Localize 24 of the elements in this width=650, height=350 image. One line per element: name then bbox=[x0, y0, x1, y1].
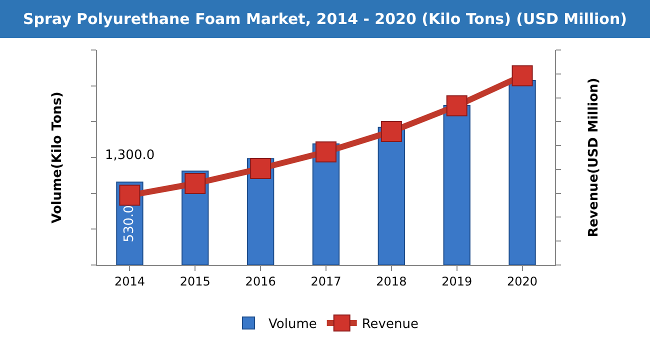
chart-title: Spray Polyurethane Foam Market, 2014 - 2020 (Kilo Tons) (USD Million) bbox=[0, 0, 650, 38]
x-tick-label: 2014 bbox=[114, 274, 145, 288]
bar bbox=[443, 105, 470, 265]
data-label: 1,300.0 bbox=[105, 148, 155, 163]
data-label: 530.0 bbox=[122, 205, 138, 242]
bar bbox=[508, 80, 536, 265]
y-axis-title: Volume(Kilo Tons) bbox=[50, 92, 65, 224]
x-tick-label: 2016 bbox=[245, 274, 276, 288]
point bbox=[250, 158, 272, 179]
legend-label: Volume bbox=[268, 317, 317, 332]
x-tick-label: 2020 bbox=[507, 274, 538, 288]
x-tick-label: 2019 bbox=[442, 274, 472, 288]
legend-label: Revenue bbox=[362, 317, 418, 332]
point bbox=[512, 65, 533, 86]
y2-axis-title: Revenue(USD Million) bbox=[586, 78, 602, 238]
point bbox=[119, 184, 140, 206]
point bbox=[184, 173, 206, 194]
x-tick-label: 2018 bbox=[376, 274, 407, 288]
point bbox=[446, 95, 468, 116]
point bbox=[380, 121, 402, 142]
x-tick-label: 2015 bbox=[180, 274, 210, 288]
x-tick-label: 2017 bbox=[310, 274, 342, 288]
bar bbox=[378, 126, 406, 265]
point bbox=[316, 141, 336, 162]
